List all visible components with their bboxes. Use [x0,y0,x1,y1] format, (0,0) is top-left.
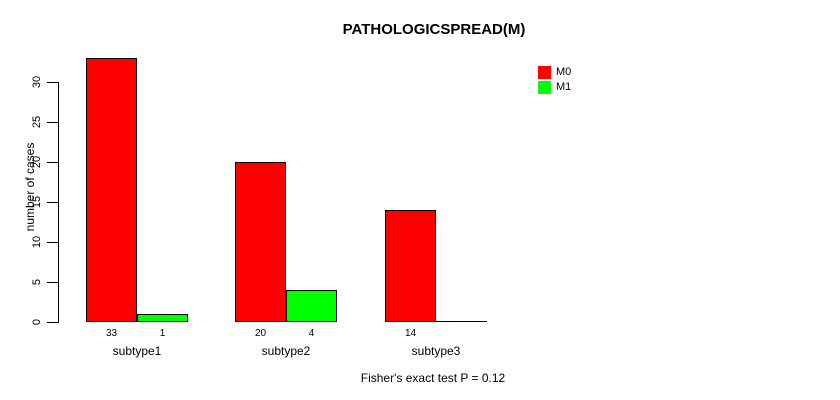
category-label-subtype3: subtype3 [411,344,461,358]
y-axis-tick-label: 20 [31,155,43,169]
bar-value-label: 20 [254,328,267,339]
y-axis-tick [47,122,58,123]
bar-m1-subtype2 [286,290,337,322]
bar-m0-subtype3 [385,210,436,322]
legend-item-m1: M1 [538,81,571,94]
chart-title: PATHOLOGICSPREAD(M) [342,21,526,38]
bar-m0-subtype1 [86,58,137,322]
y-axis-tick [47,322,58,323]
y-axis-tick [47,162,58,163]
y-axis-tick-label: 0 [31,318,43,326]
bar-m1-subtype3 [436,321,487,322]
y-axis-line [58,82,59,323]
legend-label-m0: M0 [556,66,572,78]
y-axis-tick [47,202,58,203]
bar-value-label: 14 [404,328,417,339]
y-axis-tick-label: 30 [31,75,43,89]
bar-value-label: 4 [308,328,315,339]
annotation-text: Fisher's exact test P = 0.12 [360,371,506,385]
bar-m0-subtype2 [235,162,286,322]
legend-swatch-m1-icon [538,81,551,94]
y-axis-tick [47,282,58,283]
y-axis-tick-label: 5 [31,278,43,286]
legend-label-m1: M1 [556,81,572,93]
category-label-subtype1: subtype1 [112,344,162,358]
bar-value-label: 33 [105,328,118,339]
legend-item-m0: M0 [538,66,571,79]
legend: M0 M1 [538,66,571,94]
y-axis-tick-label: 25 [31,115,43,129]
bar-value-label: 1 [159,328,166,339]
category-label-subtype2: subtype2 [261,344,311,358]
y-axis-tick [47,82,58,83]
y-axis-tick-label: 10 [31,235,43,249]
y-axis-tick-label: 15 [31,195,43,209]
bar-m1-subtype1 [137,314,188,322]
legend-swatch-m0-icon [538,66,551,79]
y-axis-tick [47,242,58,243]
